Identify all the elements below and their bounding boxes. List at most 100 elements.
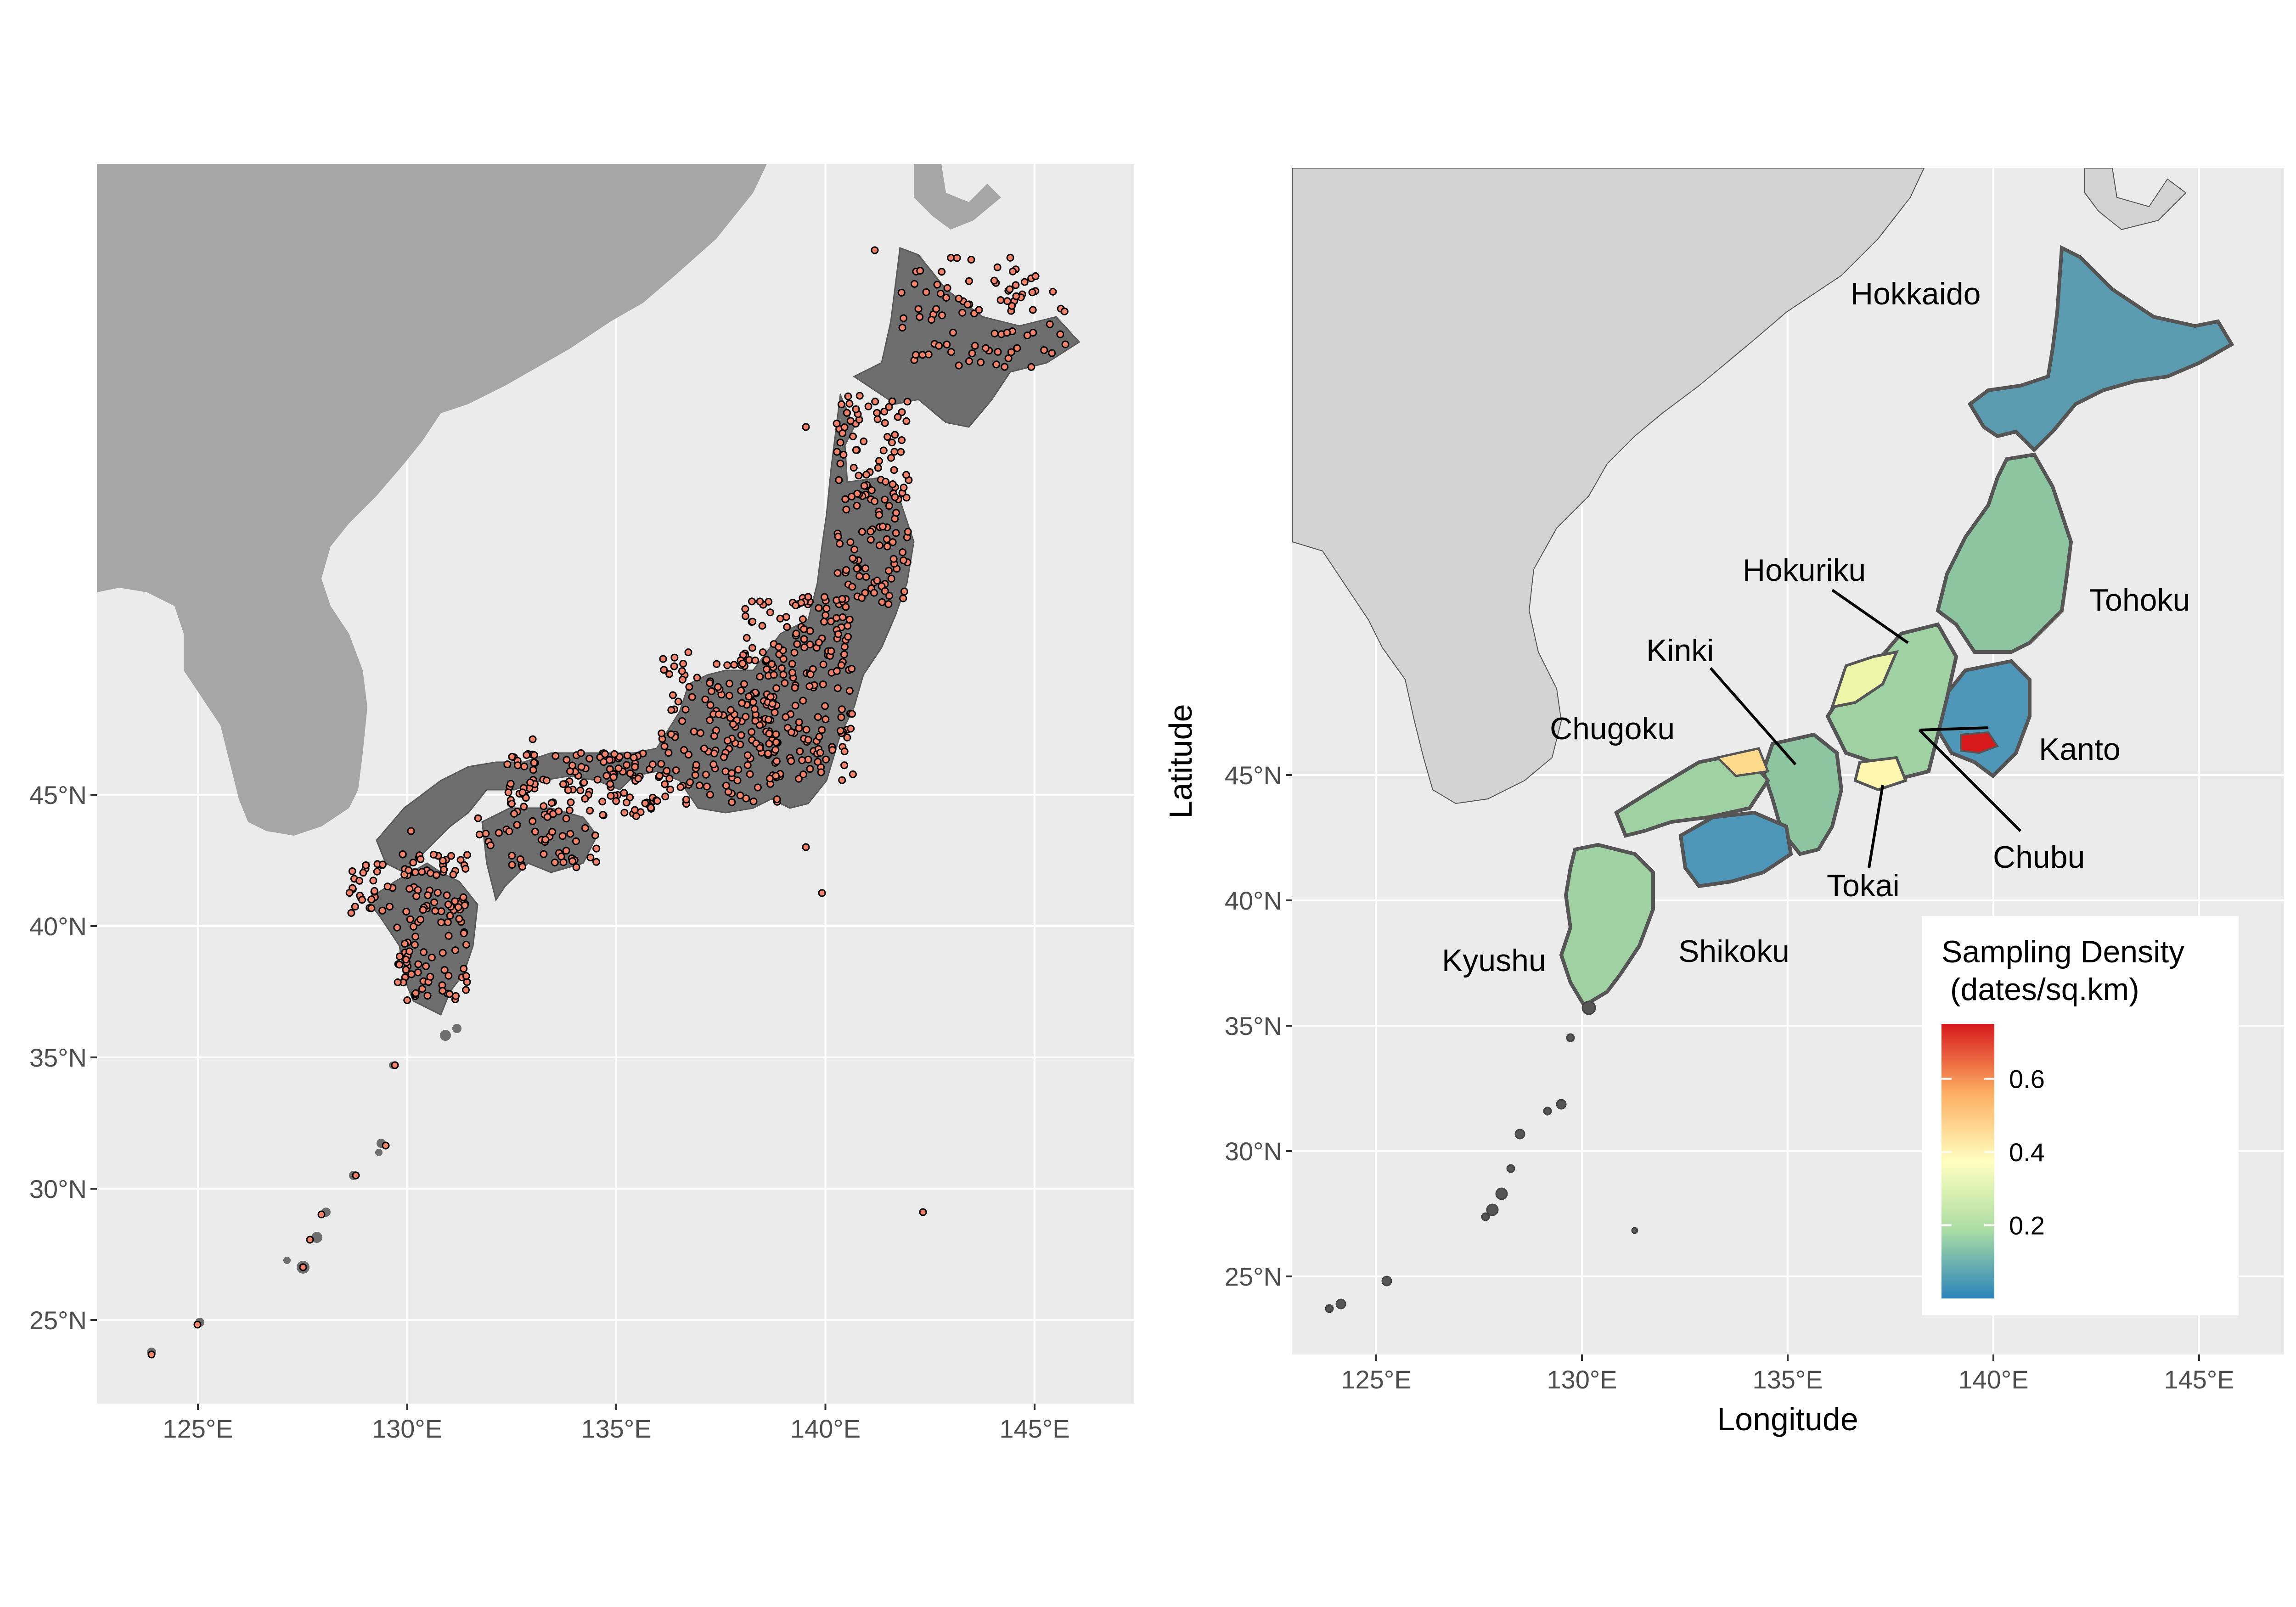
sample-point: [819, 680, 827, 688]
sample-point: [728, 798, 736, 806]
sample-point: [902, 417, 911, 425]
sample-point: [378, 860, 387, 869]
sample-point: [695, 781, 703, 789]
sample-point: [620, 809, 629, 817]
sample-point: [684, 648, 692, 657]
sample-point: [947, 348, 955, 356]
sample-point: [733, 776, 742, 785]
sample-point: [439, 949, 447, 957]
sample-point: [842, 566, 850, 574]
sample-point: [748, 618, 757, 626]
sample-point: [738, 699, 746, 707]
sample-point: [852, 405, 860, 413]
sample-point: [838, 429, 847, 437]
sample-point: [686, 778, 694, 787]
sample-point: [401, 940, 409, 948]
sample-point: [529, 766, 537, 774]
sample-point: [745, 692, 753, 701]
sample-point: [1029, 306, 1037, 314]
x-tick-label: 130°E: [1547, 1365, 1617, 1394]
sample-point: [510, 809, 518, 818]
sample-point: [402, 966, 410, 974]
sample-point: [367, 895, 376, 904]
sample-point: [838, 613, 847, 621]
region-label-hokuriku: Hokuriku: [1743, 553, 1866, 588]
sample-point: [369, 877, 377, 885]
sample-point: [660, 666, 668, 674]
sample-point: [814, 713, 822, 721]
sample-point: [841, 495, 850, 503]
sample-point: [775, 643, 783, 651]
sample-point: [445, 932, 453, 940]
sample-point: [965, 357, 973, 365]
sample-point: [833, 448, 841, 456]
sample-point: [440, 966, 449, 974]
sample-point: [562, 847, 570, 855]
sample-point: [1040, 346, 1048, 354]
sample-point: [911, 280, 918, 288]
sample-point: [938, 268, 946, 276]
x-tick-label: 135°E: [581, 1414, 651, 1443]
sample-point: [602, 772, 611, 780]
region-label-kyushu: Kyushu: [1442, 943, 1546, 978]
sample-point: [486, 841, 495, 849]
sample-point: [882, 478, 890, 486]
sample-point: [568, 761, 576, 770]
sample-point: [614, 764, 623, 772]
sample-point: [317, 1210, 326, 1219]
sample-point: [577, 763, 585, 771]
sample-point: [897, 288, 906, 297]
sample-point: [542, 776, 551, 785]
sample-point: [447, 852, 456, 860]
sample-point: [382, 1141, 390, 1150]
sample-point: [586, 854, 595, 862]
sample-point: [902, 494, 911, 502]
sample-point: [849, 433, 857, 440]
sample-point: [371, 887, 378, 895]
sample-point: [892, 509, 900, 517]
sample-point: [888, 397, 896, 405]
sample-point: [1061, 340, 1069, 348]
sample-point: [843, 409, 851, 417]
sample-point: [459, 893, 467, 901]
sample-point: [855, 572, 864, 580]
left-sampling-points: [147, 246, 1069, 1359]
sample-point: [837, 713, 845, 721]
sample-point: [795, 718, 803, 726]
sample-point: [838, 705, 846, 714]
sample-point: [439, 857, 447, 865]
sample-point: [936, 290, 945, 298]
sample-point: [540, 802, 548, 810]
sample-point: [562, 815, 570, 823]
sample-point: [462, 986, 470, 994]
sample-point: [734, 765, 743, 774]
sample-point: [749, 797, 758, 805]
sample-point: [840, 761, 849, 770]
sample-point: [658, 729, 666, 737]
sample-point: [822, 611, 830, 619]
sample-point: [782, 613, 790, 621]
sample-point: [743, 751, 752, 759]
leader-tokai: [1868, 785, 1884, 868]
sample-point: [674, 697, 682, 706]
sample-point: [977, 358, 985, 366]
sample-point: [676, 783, 685, 791]
sample-point: [806, 627, 814, 635]
sample-point: [670, 653, 679, 662]
sample-point: [507, 800, 516, 808]
sample-point: [568, 857, 577, 865]
sample-point: [914, 305, 923, 313]
sample-point: [792, 629, 800, 638]
sample-point: [653, 797, 661, 805]
sample-point: [680, 746, 688, 754]
legend-color-bar: [1941, 1024, 1994, 1298]
sample-point: [1020, 278, 1029, 286]
sample-point: [928, 316, 935, 324]
sample-point: [667, 730, 675, 738]
sample-point: [1049, 287, 1057, 296]
sample-point: [543, 813, 551, 821]
sample-point: [904, 528, 912, 536]
sample-point: [564, 786, 572, 794]
right-chugoku-region: [1614, 751, 1770, 838]
